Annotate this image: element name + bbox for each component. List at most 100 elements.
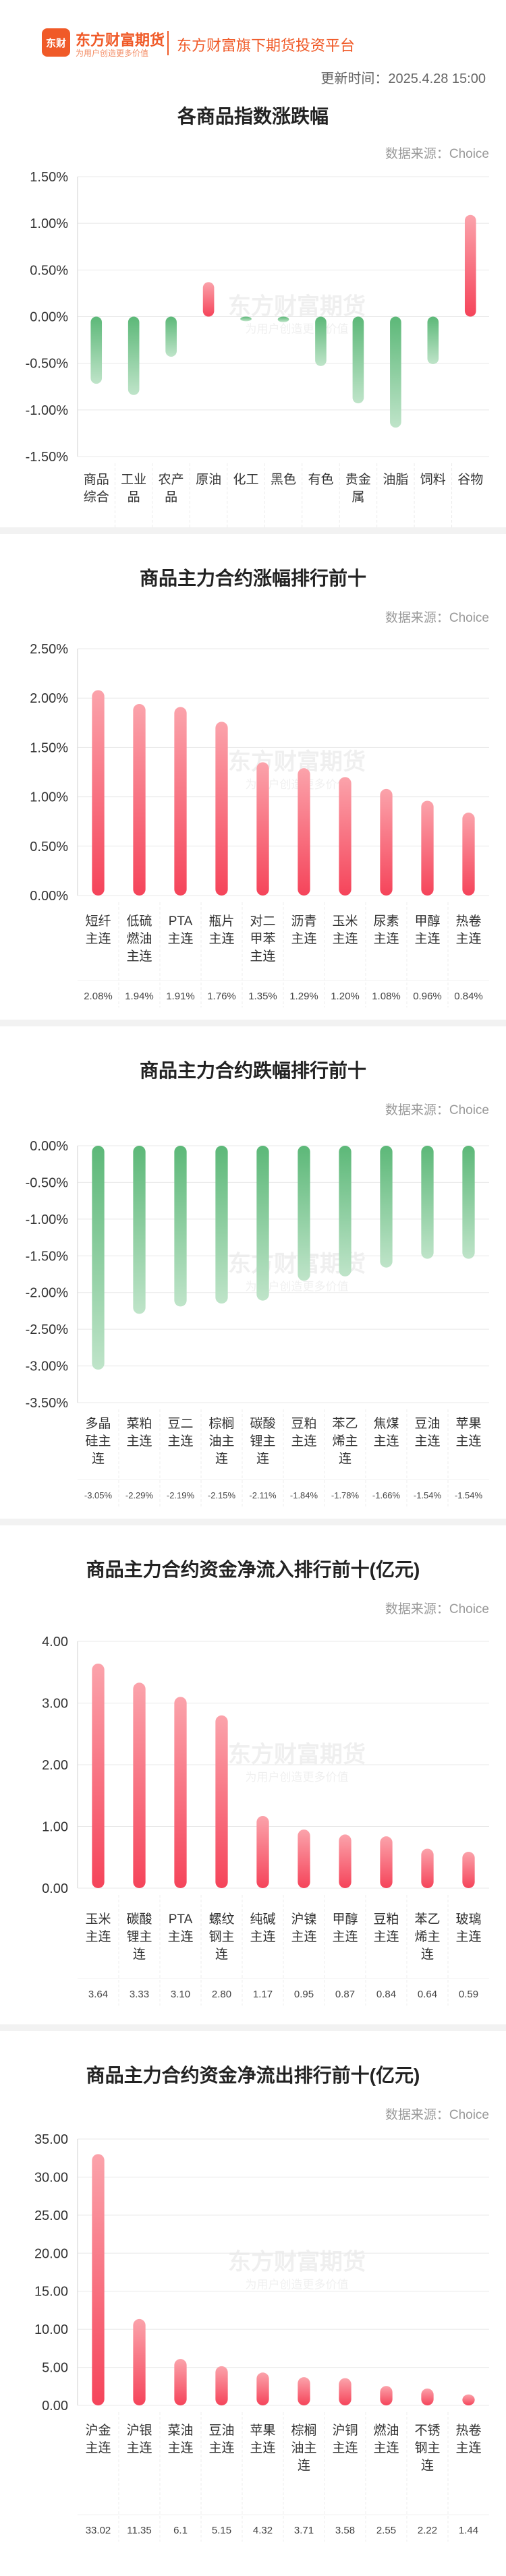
category-label-line: 苯乙 bbox=[414, 1912, 440, 1927]
bar bbox=[421, 800, 434, 896]
bar bbox=[380, 2386, 393, 2405]
value-label: 6.1 bbox=[173, 2525, 188, 2536]
category-label-line: 碳酸 bbox=[250, 1416, 275, 1431]
value-label: 3.33 bbox=[130, 1989, 149, 2000]
bar bbox=[462, 2394, 475, 2405]
value-label: 0.95 bbox=[294, 1989, 314, 2000]
value-label: -1.54% bbox=[455, 1490, 483, 1500]
y-tick-label: 1.50% bbox=[30, 170, 68, 185]
category-label-line: 主连 bbox=[414, 931, 440, 946]
category-label-line: 豆二 bbox=[167, 1417, 193, 1431]
watermark-subtext: 为用户创造更多价值 bbox=[246, 778, 349, 791]
bar bbox=[298, 1146, 310, 1281]
category-label-line: 低硫 bbox=[126, 914, 152, 929]
category-label-line: 主连 bbox=[167, 1929, 193, 1944]
category-label-line: 主连 bbox=[455, 1929, 481, 1944]
category-label-line: 主连 bbox=[455, 931, 481, 946]
category-label: 有色 bbox=[308, 472, 333, 487]
bar bbox=[92, 1663, 105, 1888]
bar bbox=[277, 316, 289, 322]
y-tick-label: 0.00% bbox=[30, 310, 68, 325]
value-label: -1.54% bbox=[414, 1490, 442, 1500]
data-source: 数据来源：Choice bbox=[385, 1602, 489, 1616]
y-tick-label: 0.50% bbox=[30, 263, 68, 278]
category-label-line: 燃油 bbox=[126, 931, 152, 946]
y-tick-label: 5.00 bbox=[42, 2361, 68, 2376]
y-tick-label: 2.00 bbox=[42, 1758, 68, 1773]
bar bbox=[352, 316, 364, 404]
chart-panel: 各商品指数涨跌幅 数据来源：Choice 东方财富期货 为用户创造更多价值 1.50% 1… bbox=[0, 82, 506, 593]
bar bbox=[421, 1146, 434, 1259]
category-label-line: 主连 bbox=[373, 2440, 399, 2455]
data-source: 数据来源：Choice bbox=[385, 610, 489, 625]
category-label-line: 主连 bbox=[208, 931, 234, 946]
y-tick-label: -1.00% bbox=[26, 1212, 69, 1227]
category-label-line: 烯主 bbox=[332, 1434, 358, 1448]
bar bbox=[174, 1146, 187, 1307]
category-label-line: 饲料 bbox=[420, 472, 446, 487]
category-label-line: 螺纹 bbox=[208, 1912, 234, 1927]
bar bbox=[133, 1682, 146, 1888]
category-label-line: 油主 bbox=[208, 1434, 234, 1448]
chart-title: 商品主力合约跌幅排行前十 bbox=[140, 1059, 366, 1081]
category-label-line: 玉米 bbox=[85, 1912, 111, 1927]
y-tick-label: -1.00% bbox=[26, 403, 69, 418]
chart-title: 商品主力合约涨幅排行前十 bbox=[140, 567, 366, 589]
y-tick-label: 2.50% bbox=[30, 642, 68, 657]
y-tick-label: 30.00 bbox=[34, 2170, 68, 2185]
bar bbox=[256, 1815, 269, 1888]
value-label: 0.64 bbox=[418, 1989, 437, 2000]
category-label-line: 主连 bbox=[126, 1434, 152, 1448]
category-label-line: 油主 bbox=[291, 2440, 316, 2455]
bar bbox=[462, 813, 475, 896]
logo-text: 东财 bbox=[45, 37, 66, 49]
category-label-line: 菜油 bbox=[167, 2423, 193, 2438]
bar bbox=[174, 1697, 187, 1888]
bar bbox=[462, 1852, 475, 1888]
value-label: 2.55 bbox=[376, 2525, 396, 2536]
category-label: 原油 bbox=[196, 472, 221, 487]
bar bbox=[133, 703, 146, 896]
value-label: 3.71 bbox=[294, 2525, 314, 2536]
category-label-line: PTA bbox=[169, 914, 193, 929]
chart-title: 商品主力合约资金净流入排行前十(亿元) bbox=[86, 1558, 420, 1580]
y-tick-label: -0.50% bbox=[26, 357, 69, 372]
category-label-line: 燃油 bbox=[373, 2423, 399, 2438]
brand-slogan: 为用户创造更多价值 bbox=[76, 49, 149, 58]
value-label: -2.29% bbox=[125, 1490, 154, 1500]
category-label-line: 主连 bbox=[291, 1929, 316, 1944]
bar bbox=[92, 690, 105, 896]
category-label-line: 沪镍 bbox=[291, 1912, 316, 1927]
category-label-line: 棕榈 bbox=[291, 2423, 316, 2438]
category-label-line: 工业 bbox=[121, 472, 146, 487]
y-tick-label: 0.00 bbox=[42, 1881, 68, 1896]
y-tick-label: 4.00 bbox=[42, 1635, 68, 1649]
category-label: PTA 主连 bbox=[167, 914, 193, 946]
category-label-line: 连 bbox=[298, 2458, 310, 2473]
category-label-line: 连 bbox=[133, 1947, 146, 1962]
update-time: 更新时间：2025.4.28 15:00 bbox=[320, 71, 486, 86]
value-label: 3.58 bbox=[335, 2525, 355, 2536]
bar bbox=[339, 1834, 352, 1888]
value-label: -3.05% bbox=[84, 1490, 113, 1500]
bar bbox=[90, 316, 103, 384]
category-label-line: 主连 bbox=[167, 1434, 193, 1448]
watermark-text: 东方财富期货 bbox=[228, 2249, 366, 2275]
bar bbox=[298, 768, 310, 896]
y-tick-label: 0.50% bbox=[30, 840, 68, 854]
y-tick-label: 15.00 bbox=[34, 2285, 68, 2300]
y-tick-label: 1.00% bbox=[30, 790, 68, 805]
category-label-line: 苹果 bbox=[455, 1416, 481, 1431]
value-label: -2.11% bbox=[249, 1490, 277, 1500]
category-label-line: 主连 bbox=[373, 1929, 399, 1944]
category-label-line: 豆粕 bbox=[373, 1912, 399, 1927]
bar bbox=[380, 1836, 393, 1888]
